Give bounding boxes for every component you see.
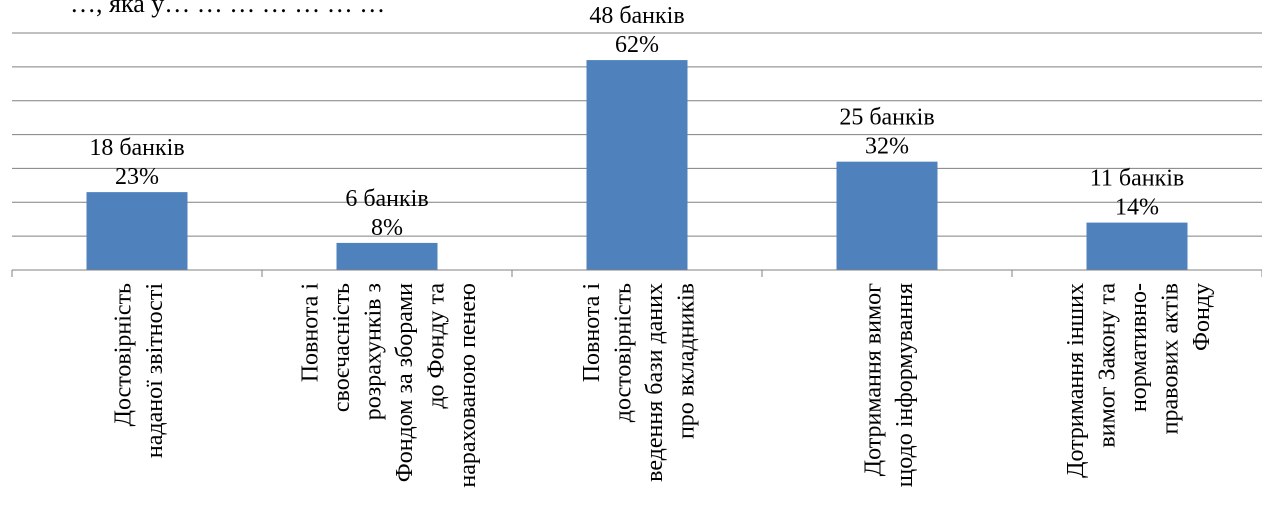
category-label-line: щодо інформування bbox=[892, 283, 918, 487]
category-label-line: про вкладників bbox=[673, 283, 699, 439]
category-label-line: ведення бази даних bbox=[642, 283, 668, 482]
header-text-fragment: …, яка у… … … … … … … bbox=[70, 0, 385, 18]
category-label-line: Дотримання інших bbox=[1063, 283, 1089, 478]
category-label-line: Фондом за зборами bbox=[392, 283, 418, 482]
bar bbox=[1086, 222, 1188, 270]
category-label-line: наданої звітності bbox=[142, 283, 168, 458]
category-label-line: вимог Закону та bbox=[1095, 283, 1121, 448]
category-label-line: нарахованою пенею bbox=[455, 283, 481, 488]
category-label-line: правових актів bbox=[1158, 283, 1184, 434]
category-label-line: своєчасність bbox=[329, 283, 355, 412]
category-label-line: до Фонду та bbox=[423, 283, 449, 409]
bars bbox=[86, 60, 1188, 271]
data-label-percent: 62% bbox=[615, 32, 659, 58]
bar bbox=[836, 161, 938, 270]
category-label-line: достовірність bbox=[610, 283, 636, 422]
data-labels: 18 банків 23% 6 банків 8% 48 банків 62% 25 бан… bbox=[89, 3, 1184, 241]
x-axis bbox=[11, 269, 1262, 277]
data-label-count: 48 банків bbox=[589, 3, 684, 29]
data-label-percent: 14% bbox=[1115, 195, 1159, 221]
category-label-line: Повнота і bbox=[579, 283, 605, 383]
bar bbox=[586, 60, 688, 271]
category-label-line: Повнота і bbox=[297, 283, 323, 383]
category-label-line: Дотримання вимог bbox=[860, 283, 886, 476]
data-label-percent: 8% bbox=[371, 215, 403, 241]
data-label-percent: 32% bbox=[865, 134, 909, 160]
data-label-count: 11 банків bbox=[1090, 166, 1184, 192]
category-label-line: Фонду bbox=[1189, 283, 1215, 351]
category-label-line: Достовірність bbox=[110, 283, 136, 426]
category-label-line: розрахунків з bbox=[360, 283, 386, 420]
bar bbox=[336, 242, 438, 270]
category-label-line: нормативно- bbox=[1126, 283, 1152, 412]
data-label-count: 25 банків bbox=[839, 105, 934, 131]
data-label-count: 6 банків bbox=[345, 186, 428, 212]
bar bbox=[86, 192, 188, 270]
data-label-percent: 23% bbox=[115, 164, 159, 190]
data-label-count: 18 банків bbox=[89, 135, 184, 161]
